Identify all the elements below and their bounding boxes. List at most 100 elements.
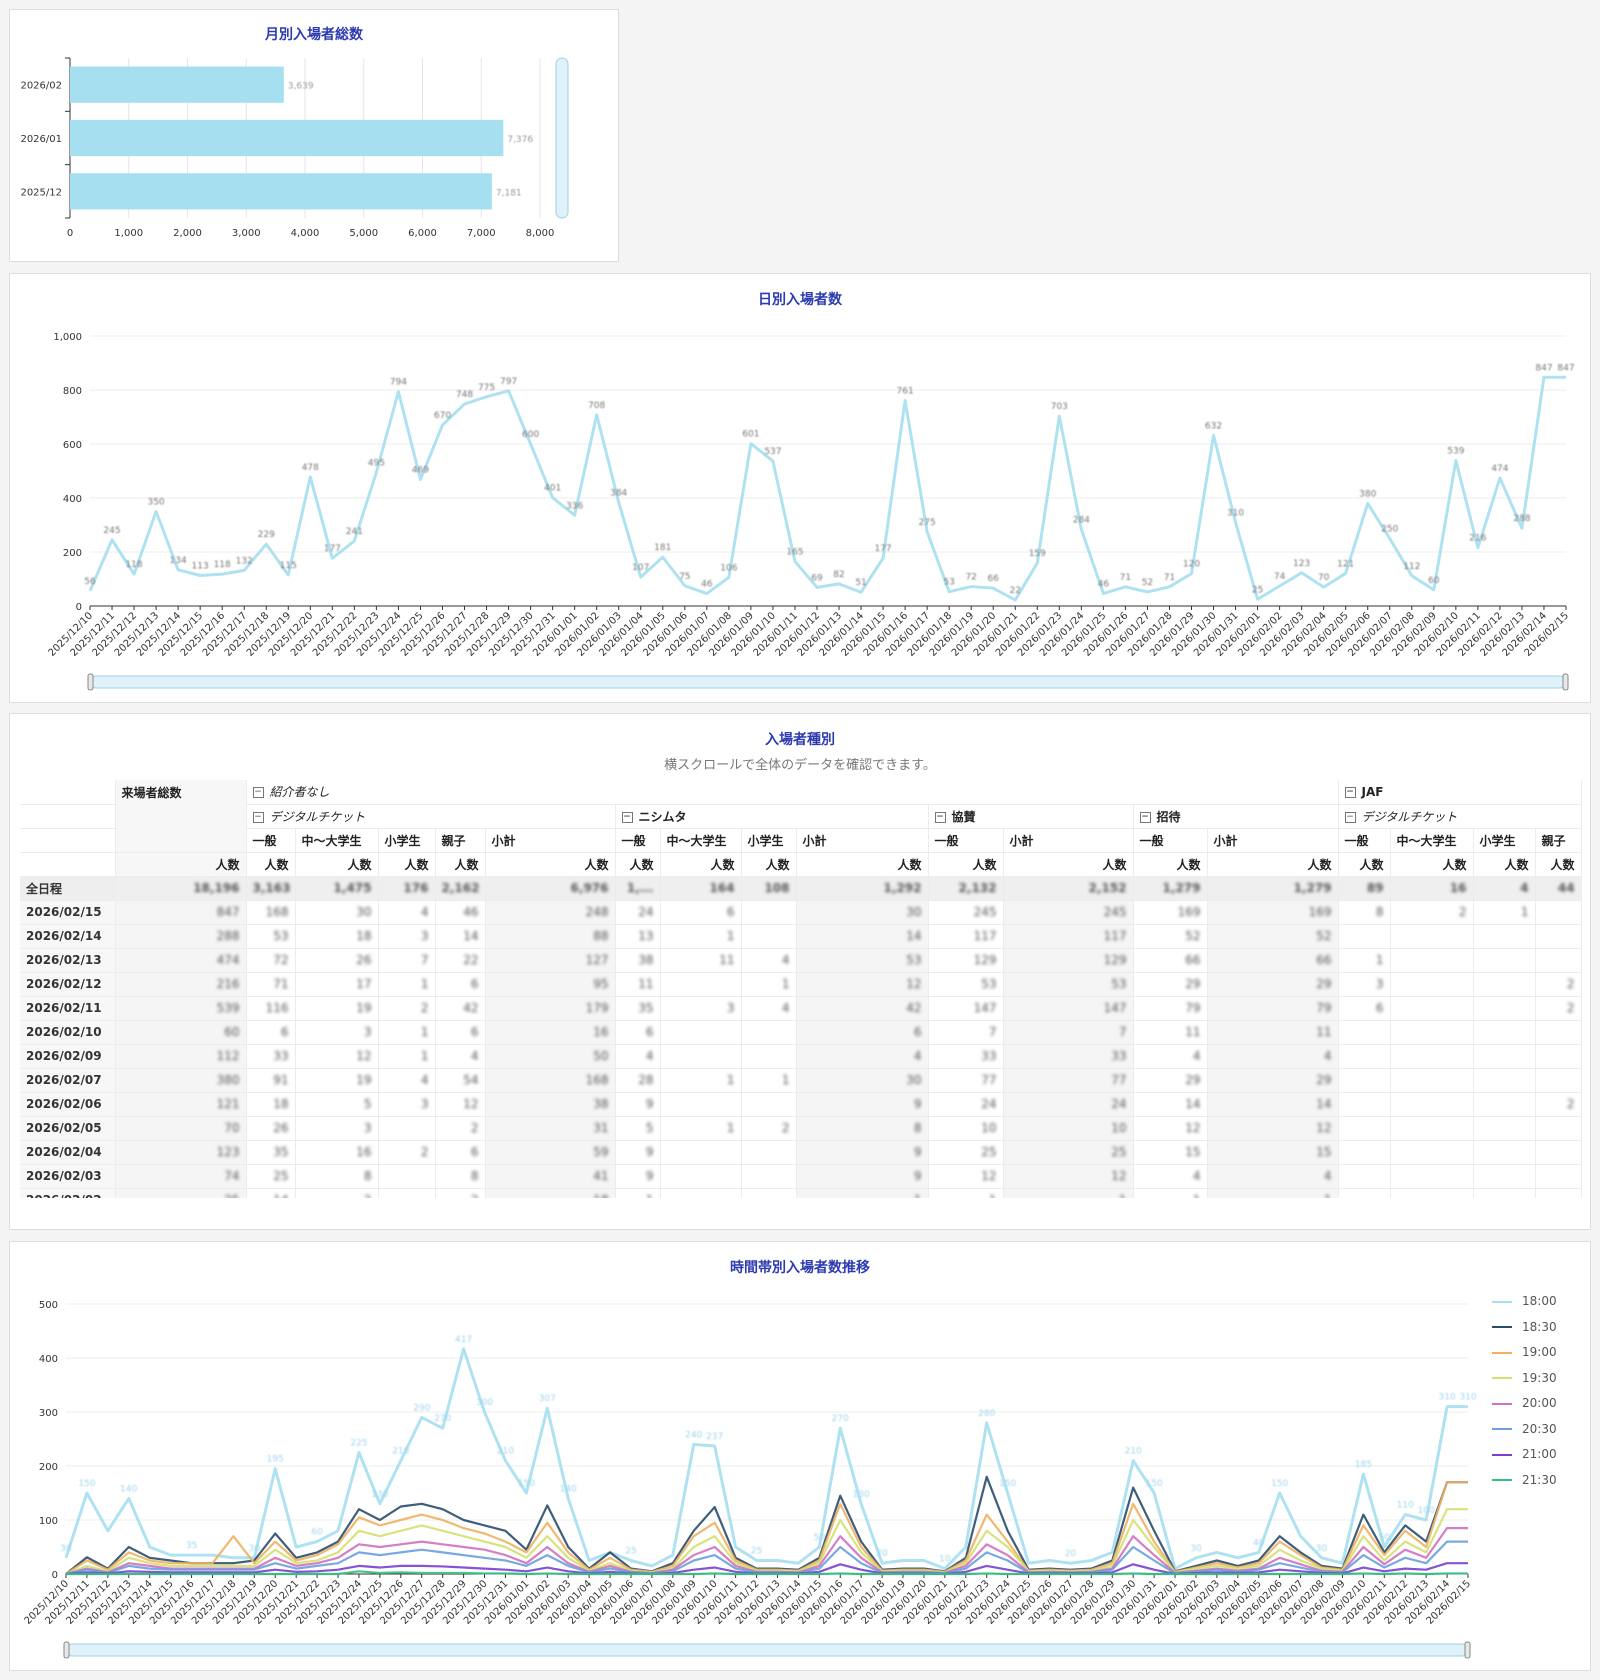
y-tick-label: 2025/12 (20, 187, 62, 198)
collapse-toggle-icon[interactable]: − (252, 787, 264, 799)
hourly-legend[interactable]: 18:00 18:30 19:00 19:30 20:00 20:30 21:00 21:30 (1492, 1294, 1582, 1498)
x-tick-label: 8,000 (526, 228, 555, 239)
legend-item[interactable]: 19:00 (1492, 1345, 1582, 1371)
data-label: 25 (1252, 585, 1263, 595)
table-cell: 116 (246, 996, 296, 1021)
data-label: 150 (518, 1479, 535, 1489)
table-cell: 1 (615, 1188, 661, 1198)
legend-swatch (1492, 1377, 1512, 1379)
table-cell: 24 (928, 1092, 1004, 1117)
table-cell (1338, 1140, 1391, 1165)
header-category: 一般 (1133, 828, 1208, 853)
header-sub-digital-ticket-jaf[interactable]: − デジタルチケット (1338, 804, 1582, 829)
table-cell (1390, 996, 1474, 1021)
table-cell: 42 (796, 996, 929, 1021)
legend-item[interactable]: 19:30 (1492, 1371, 1582, 1397)
table-cell: 121 (115, 1092, 247, 1117)
data-label: 748 (456, 390, 473, 400)
header-sub-digital-ticket[interactable]: − デジタルチケット (246, 804, 616, 829)
table-cell: 30 (796, 900, 929, 925)
slider-handle-right[interactable] (1464, 1641, 1471, 1659)
horizontal-zoom-slider[interactable] (65, 1643, 1469, 1657)
legend-item[interactable]: 18:30 (1492, 1320, 1582, 1346)
header-sub-nishimuta[interactable]: − ニシムタ (615, 804, 929, 829)
table-row: 2026/02/10 60 6 3 1 6 16 6 6 7 7 11 11 (20, 1020, 1582, 1045)
slider-handle-left[interactable] (87, 673, 94, 691)
header-group-jaf[interactable]: − JAF (1338, 780, 1582, 805)
header-total-visitors: 来場者総数 (115, 780, 247, 853)
data-label: 229 (258, 530, 275, 540)
data-label: 75 (679, 572, 690, 582)
legend-item[interactable]: 20:30 (1492, 1422, 1582, 1448)
data-label: 20 (1065, 1549, 1077, 1559)
collapse-toggle-icon[interactable]: − (1139, 811, 1151, 823)
table-cell: 91 (246, 1068, 296, 1093)
table-cell (1473, 1164, 1536, 1189)
bar[interactable] (70, 66, 284, 103)
table-cell: 53 (928, 972, 1004, 997)
legend-item[interactable]: 21:30 (1492, 1473, 1582, 1499)
data-label: 275 (919, 518, 936, 528)
collapse-toggle-icon[interactable]: − (934, 811, 946, 823)
data-label: 107 (632, 563, 649, 573)
data-label: 336 (566, 501, 583, 511)
collapse-toggle-icon[interactable]: − (1344, 786, 1356, 798)
table-cell (741, 924, 797, 949)
table-cell: 12 (1003, 1164, 1134, 1189)
header-sub-invite[interactable]: − 招待 (1133, 804, 1339, 829)
visitor-type-table: 来場者総数 − 紹介者なし − JAF − デジタルチケット − ニシムタ − 協賛 − 招待 − デジタル… (20, 780, 1582, 1198)
header-category: 中〜大学生 (295, 828, 379, 853)
header-unit: 人数 (660, 852, 742, 877)
collapse-toggle-icon[interactable]: − (252, 811, 264, 823)
table-cell (1338, 1092, 1391, 1117)
vertical-zoom-slider[interactable] (555, 57, 569, 219)
collapse-toggle-icon[interactable]: − (1344, 811, 1356, 823)
legend-item[interactable]: 18:00 (1492, 1294, 1582, 1320)
slider-handle-right[interactable] (1562, 673, 1569, 691)
row-date: 2026/02/13 (20, 948, 116, 973)
monthly-chart-title: 月別入場者総数 (265, 27, 363, 43)
y-tick-label: 2026/01 (20, 134, 62, 145)
corner-cell (20, 804, 116, 829)
table-cell: 12 (435, 1092, 486, 1117)
table-cell: 18,196 (115, 876, 247, 901)
bar[interactable] (70, 173, 492, 210)
header-group-no-referrer[interactable]: − 紹介者なし (246, 780, 1339, 805)
bar[interactable] (70, 119, 504, 157)
table-cell: 35 (246, 1140, 296, 1165)
horizontal-zoom-slider[interactable] (89, 675, 1567, 689)
slider-handle-left[interactable] (63, 1641, 70, 1659)
table-cell (741, 900, 797, 925)
table-cell: 16 (295, 1140, 379, 1165)
table-row: 全日程 18,196 3,163 1,475 176 2,162 6,976 1,... 164… (20, 876, 1582, 901)
collapse-toggle-icon[interactable]: − (621, 811, 633, 823)
data-label: 60 (311, 1528, 323, 1538)
legend-swatch (1492, 1326, 1512, 1328)
legend-item[interactable]: 21:00 (1492, 1447, 1582, 1473)
header-category: 一般 (928, 828, 1004, 853)
bar-value-label: 3,639 (288, 82, 314, 92)
data-label: 150 (78, 1479, 95, 1489)
data-label: 708 (588, 401, 605, 411)
data-label: 25 (751, 1547, 762, 1557)
header-category: 一般 (1338, 828, 1391, 853)
x-tick-label: 2,000 (173, 228, 202, 239)
data-label: 310 (1438, 1393, 1455, 1403)
data-label: 210 (1125, 1447, 1142, 1457)
legend-swatch (1492, 1402, 1512, 1405)
legend-item[interactable]: 20:00 (1492, 1396, 1582, 1422)
data-label: 51 (855, 578, 866, 588)
table-cell: 1 (1133, 1188, 1208, 1198)
header-category: 親子 (435, 828, 486, 853)
header-sub-sponsor[interactable]: − 協賛 (928, 804, 1134, 829)
table-cell: 3,163 (246, 876, 296, 901)
header-category: 親子 (1535, 828, 1582, 853)
data-label: 150 (1146, 1479, 1163, 1489)
visitor-type-table-scroll[interactable]: 来場者総数 − 紹介者なし − JAF − デジタルチケット − ニシムタ − 協賛 − 招待 − デジタル… (20, 780, 1592, 1198)
table-cell (1535, 948, 1582, 973)
legend-label: 20:30 (1522, 1421, 1557, 1436)
scroll-note: 横スクロールで全体のデータを確認できます。 (664, 758, 936, 773)
table-cell: 42 (435, 996, 486, 1021)
data-label: 10 (939, 1555, 951, 1565)
visitor-type-panel: 入場者種別 横スクロールで全体のデータを確認できます。 来場者総数 − 紹介者なし −… (9, 713, 1591, 1230)
